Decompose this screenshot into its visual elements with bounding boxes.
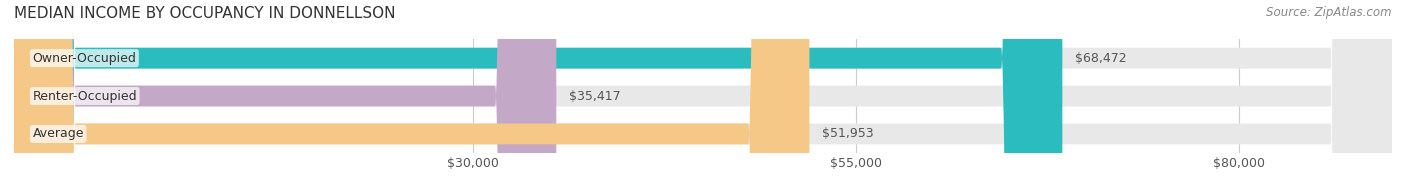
- FancyBboxPatch shape: [14, 0, 557, 196]
- FancyBboxPatch shape: [14, 0, 810, 196]
- Text: MEDIAN INCOME BY OCCUPANCY IN DONNELLSON: MEDIAN INCOME BY OCCUPANCY IN DONNELLSON: [14, 6, 395, 21]
- Text: Source: ZipAtlas.com: Source: ZipAtlas.com: [1267, 6, 1392, 19]
- Text: Renter-Occupied: Renter-Occupied: [32, 90, 136, 103]
- FancyBboxPatch shape: [14, 0, 1392, 196]
- Text: $35,417: $35,417: [568, 90, 620, 103]
- FancyBboxPatch shape: [14, 0, 1392, 196]
- FancyBboxPatch shape: [14, 0, 1063, 196]
- Text: Average: Average: [32, 127, 84, 140]
- FancyBboxPatch shape: [14, 0, 1392, 196]
- Text: Owner-Occupied: Owner-Occupied: [32, 52, 136, 65]
- Text: $68,472: $68,472: [1074, 52, 1126, 65]
- Text: $51,953: $51,953: [821, 127, 873, 140]
